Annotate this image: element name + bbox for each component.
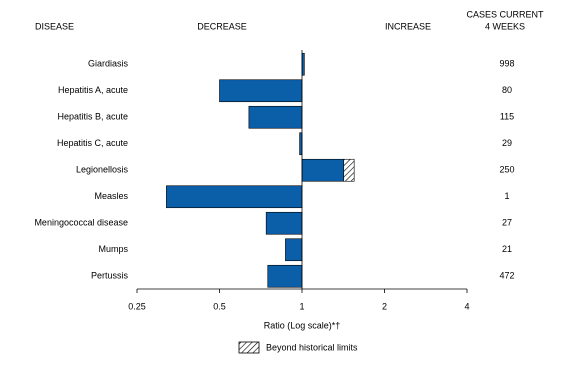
category-label: Hepatitis C, acute bbox=[57, 138, 128, 148]
bar bbox=[301, 158, 345, 182]
cases-label: 250 bbox=[499, 165, 514, 175]
cases-label: 472 bbox=[499, 271, 514, 281]
bar bbox=[166, 185, 303, 209]
header-disease: DISEASE bbox=[35, 21, 74, 31]
category-label: Giardiasis bbox=[88, 59, 129, 69]
x-tick-label: 0.5 bbox=[213, 301, 226, 311]
category-label: Hepatitis A, acute bbox=[58, 85, 128, 95]
category-label: Pertussis bbox=[91, 271, 129, 281]
x-tick-label: 0.25 bbox=[128, 301, 146, 311]
x-tick-label: 2 bbox=[382, 301, 387, 311]
bar-beyond-limits bbox=[343, 158, 355, 182]
header-decrease: DECREASE bbox=[197, 21, 247, 31]
bar bbox=[285, 238, 303, 262]
cases-label: 998 bbox=[499, 59, 514, 69]
legend-swatch bbox=[238, 341, 260, 354]
category-label: Meningococcal disease bbox=[34, 218, 128, 228]
cases-label: 21 bbox=[502, 244, 512, 254]
legend-label: Beyond historical limits bbox=[266, 342, 358, 352]
category-label: Mumps bbox=[98, 244, 128, 254]
cases-label: 29 bbox=[502, 138, 512, 148]
header-cases: CASES CURRENT bbox=[466, 9, 544, 19]
bar bbox=[267, 264, 303, 288]
category-label: Legionellosis bbox=[76, 165, 129, 175]
bar bbox=[248, 105, 303, 129]
cases-label: 115 bbox=[500, 112, 514, 122]
bar bbox=[265, 211, 303, 235]
header-cases: 4 WEEKS bbox=[485, 21, 525, 31]
category-label: Hepatitis B, acute bbox=[57, 112, 128, 122]
cases-label: 27 bbox=[502, 218, 512, 228]
cases-label: 1 bbox=[504, 191, 509, 201]
header-increase: INCREASE bbox=[385, 21, 431, 31]
cases-label: 80 bbox=[502, 85, 512, 95]
x-axis-title: Ratio (Log scale)*† bbox=[264, 320, 341, 330]
bar bbox=[219, 79, 303, 103]
x-tick-label: 1 bbox=[299, 301, 304, 311]
category-label: Measles bbox=[94, 191, 128, 201]
x-tick-label: 4 bbox=[464, 301, 469, 311]
